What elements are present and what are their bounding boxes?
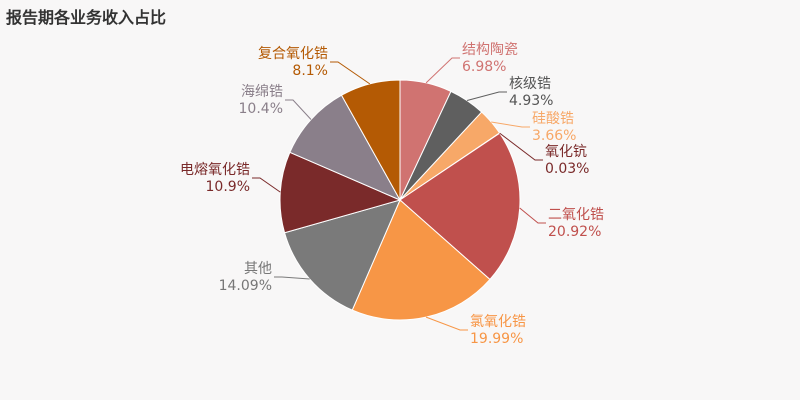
leader-line (491, 121, 530, 128)
leader-line (519, 207, 546, 224)
pie-slice (283, 199, 401, 311)
leader-line (499, 132, 543, 161)
leader-line (425, 57, 460, 84)
slice-label: 结构陶瓷 (462, 42, 518, 58)
leader-lines (252, 57, 546, 331)
pie-slice (340, 79, 401, 202)
leader-line (285, 99, 312, 120)
slice-value-label: 19.99% (470, 331, 523, 347)
slice-label: 其他 (244, 261, 272, 277)
slice-value-label: 10.4% (239, 101, 283, 117)
slice-value-label: 6.98% (462, 59, 506, 75)
slice-value-label: 10.9% (206, 179, 250, 195)
slice-value-label: 14.09% (219, 278, 272, 294)
slice-label: 硅酸锆 (532, 111, 574, 127)
slice-label: 核级锆 (509, 76, 551, 92)
leader-line (274, 276, 310, 280)
chart-title: 报告期各业务收入占比 (6, 8, 167, 27)
pie-slices (279, 79, 521, 321)
slice-label: 氧化钪 (545, 144, 587, 160)
pie-slice (351, 199, 491, 321)
slice-label: 氯氧化锆 (470, 314, 526, 330)
slice-label: 电熔氧化锆 (180, 162, 250, 178)
slice-value-label: 20.92% (548, 224, 601, 240)
slice-label: 复合氧化锆 (258, 45, 328, 62)
leader-line (252, 177, 281, 193)
leader-line (330, 61, 371, 85)
slice-label: 二氧化锆 (548, 207, 604, 223)
slice-value-label: 3.66% (532, 128, 576, 144)
leader-line (466, 91, 507, 101)
slice-value-label: 0.03% (545, 161, 589, 177)
slice-value-label: 4.93% (509, 93, 553, 109)
pie-slice (289, 94, 402, 202)
slice-label: 海绵锆 (241, 83, 283, 100)
leader-line (425, 316, 468, 331)
slice-value-label: 8.1% (292, 63, 328, 79)
